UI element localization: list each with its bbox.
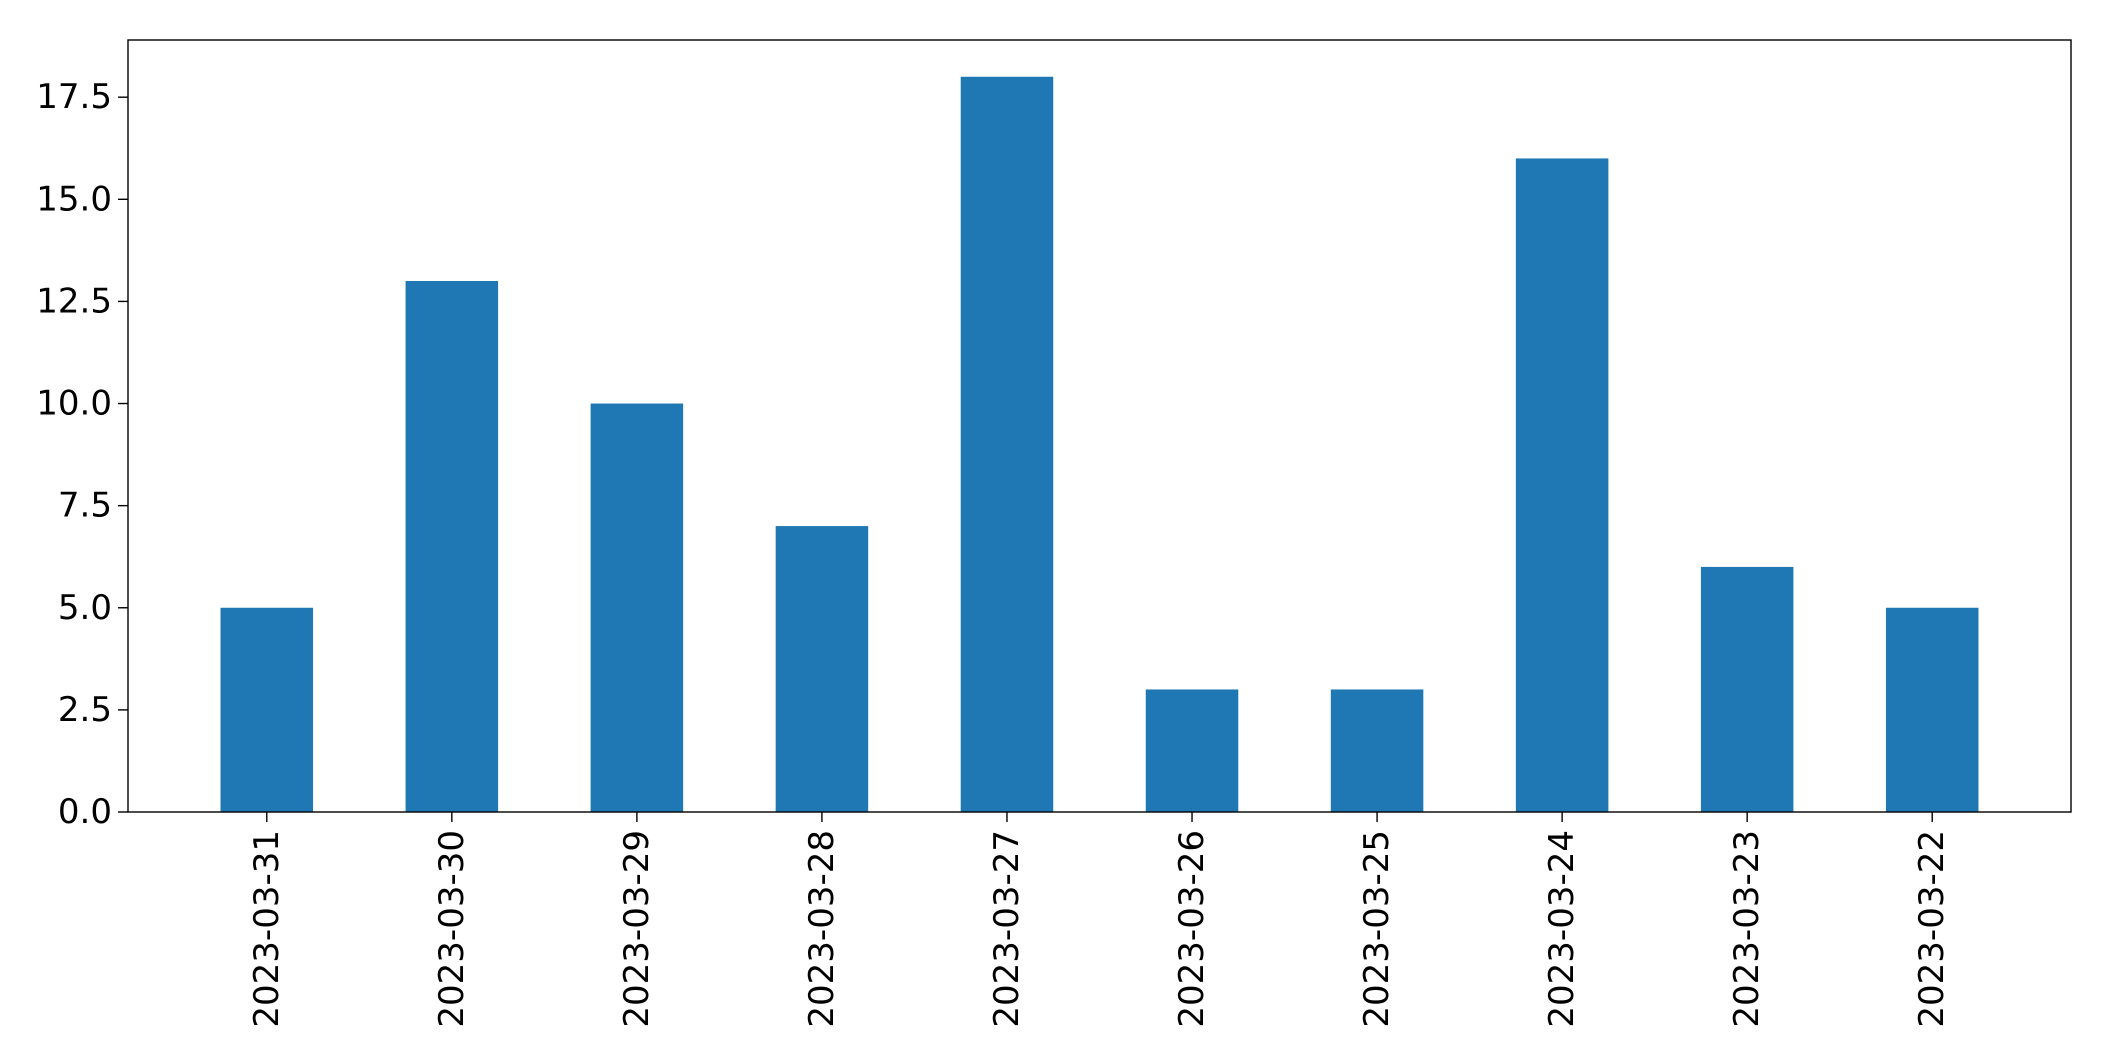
x-tick-label: 2023-03-27: [987, 830, 1027, 1028]
bar-2023-03-31: [220, 607, 314, 812]
y-tick-label: 17.5: [36, 77, 112, 117]
bar-2023-03-22: [1885, 607, 1979, 812]
x-tick-label: 2023-03-22: [1912, 830, 1952, 1028]
x-tick-label: 2023-03-31: [247, 830, 287, 1028]
y-tick-label: 15.0: [36, 179, 112, 219]
y-tick-label: 0.0: [58, 792, 112, 832]
x-axis: 2023-03-31 2023-03-30 2023-03-29 2023-03-28…: [247, 812, 1952, 1028]
x-tick-label: 2023-03-28: [802, 830, 842, 1028]
bar-2023-03-27: [960, 76, 1054, 812]
plot-frame: [127, 39, 2072, 813]
bar-2023-03-25: [1330, 689, 1424, 812]
x-tick-label: 2023-03-23: [1727, 830, 1767, 1028]
y-tick-label: 2.5: [58, 690, 112, 730]
y-tick-label: 5.0: [58, 588, 112, 628]
x-tick-label: 2023-03-25: [1357, 830, 1397, 1028]
bar-2023-03-28: [775, 526, 869, 812]
bar-2023-03-23: [1700, 566, 1794, 812]
y-tick-label: 12.5: [36, 281, 112, 321]
bar-2023-03-24: [1515, 158, 1609, 813]
y-tick-label: 10.0: [36, 384, 112, 424]
x-tick-label: 2023-03-30: [432, 830, 472, 1028]
bars-group: [220, 76, 1979, 813]
y-tick-label: 7.5: [58, 486, 112, 526]
x-tick-label: 2023-03-29: [617, 830, 657, 1028]
x-tick-label: 2023-03-26: [1172, 830, 1212, 1028]
bar-2023-03-29: [590, 403, 684, 812]
bar-2023-03-26: [1145, 689, 1239, 812]
y-axis: 0.0 2.5 5.0 7.5 10.0 12.5 15.0 17.5: [36, 77, 128, 832]
x-tick-label: 2023-03-24: [1542, 830, 1582, 1028]
bar-2023-03-30: [405, 280, 499, 812]
